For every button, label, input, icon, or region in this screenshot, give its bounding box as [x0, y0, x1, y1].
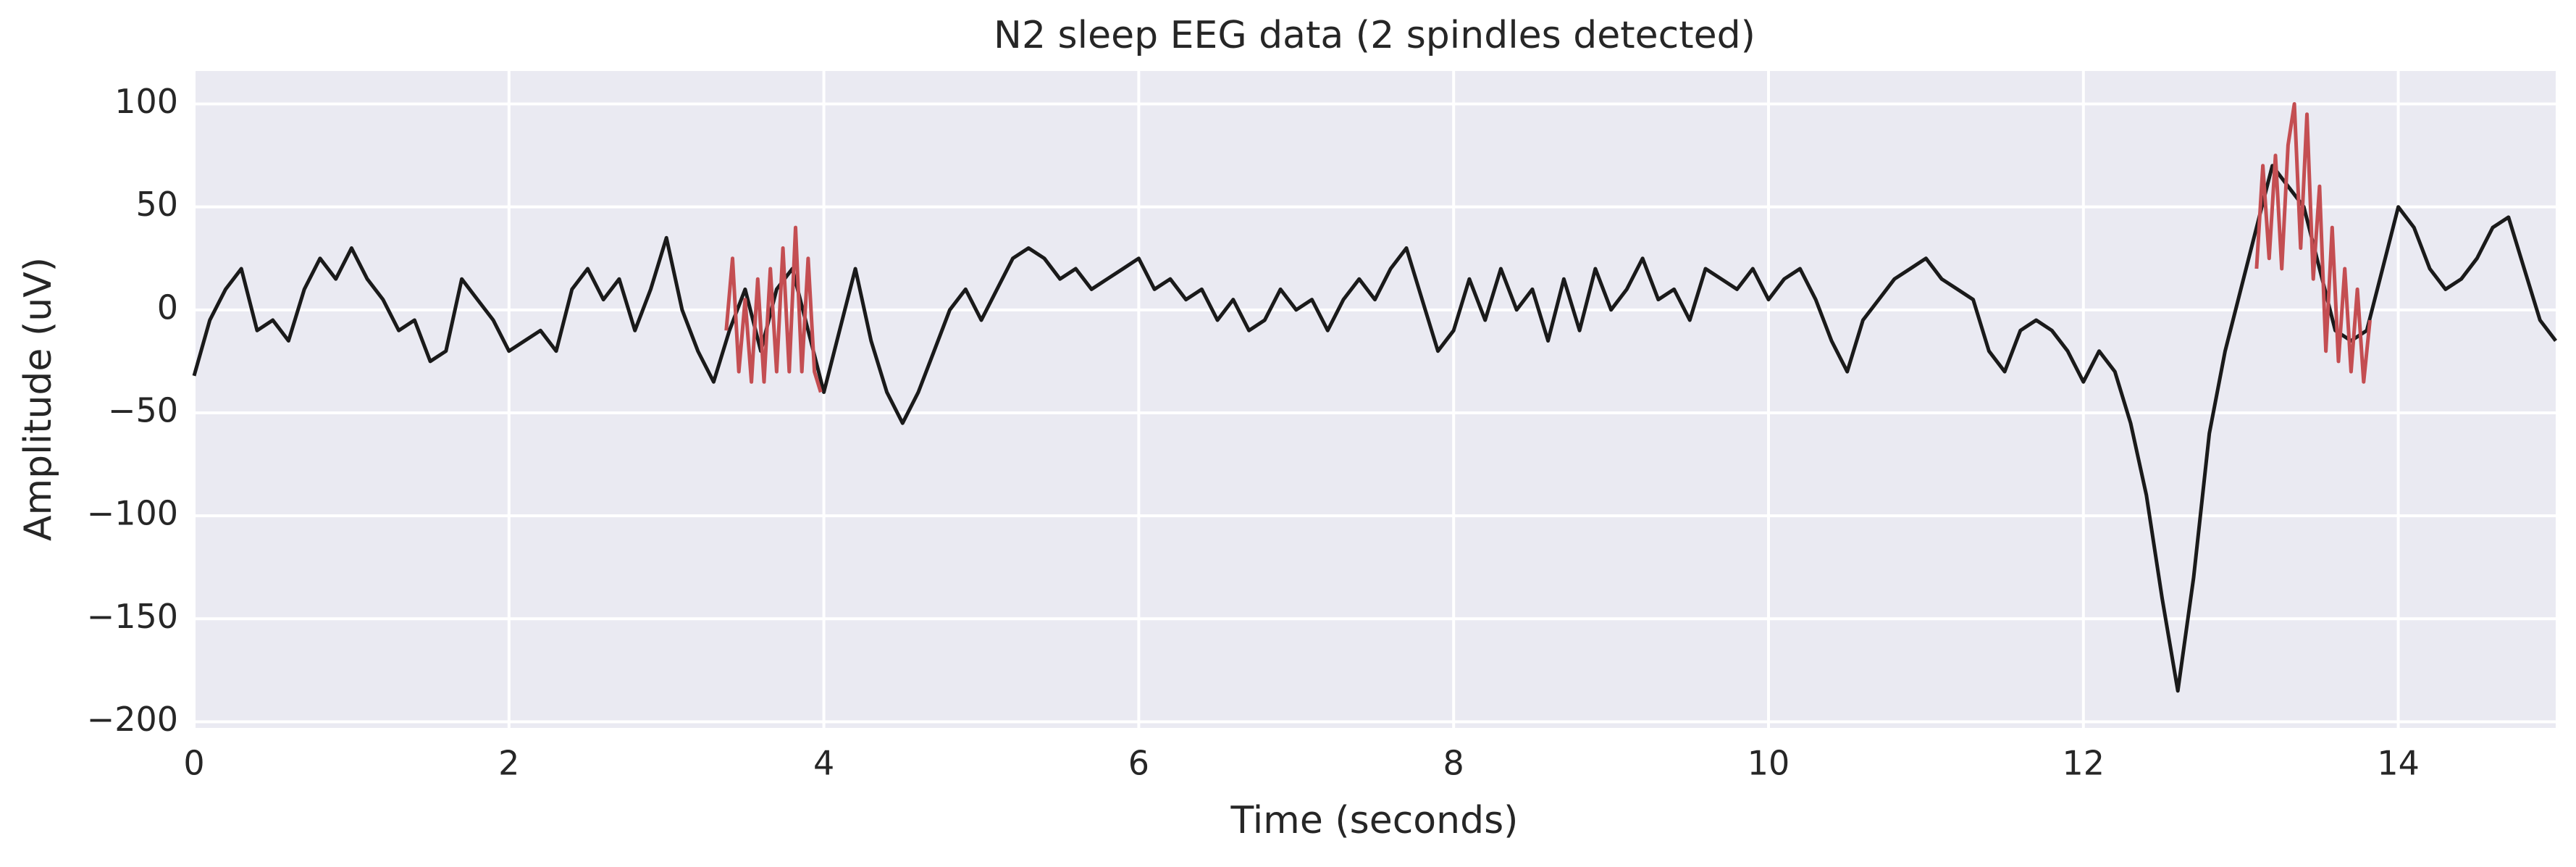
y-tick-label: 50	[135, 185, 178, 224]
x-tick-label: 14	[2377, 744, 2420, 783]
chart-title: N2 sleep EEG data (2 spindles detected)	[994, 14, 1755, 57]
y-axis-label: Amplitude (uV)	[17, 257, 60, 541]
y-tick-label: −150	[87, 597, 178, 636]
x-tick-label: 6	[1128, 744, 1149, 783]
y-tick-label: −200	[87, 700, 178, 739]
series-line	[2254, 102, 2372, 384]
x-tick-label: 2	[498, 744, 519, 783]
series-line	[724, 225, 823, 393]
x-tick-label: 4	[813, 744, 834, 783]
y-tick-label: 100	[114, 82, 178, 121]
y-tick-label: −50	[108, 390, 178, 430]
y-tick-label: 0	[157, 288, 178, 327]
x-tick-label: 0	[183, 744, 204, 783]
series-line	[192, 164, 2557, 693]
y-tick-label: −100	[87, 494, 178, 533]
x-axis-label: Time (seconds)	[1230, 799, 1519, 842]
x-tick-label: 10	[1748, 744, 1790, 783]
x-tick-label: 12	[2063, 744, 2105, 783]
plot-area	[194, 71, 2556, 728]
x-tick-label: 8	[1443, 744, 1464, 783]
